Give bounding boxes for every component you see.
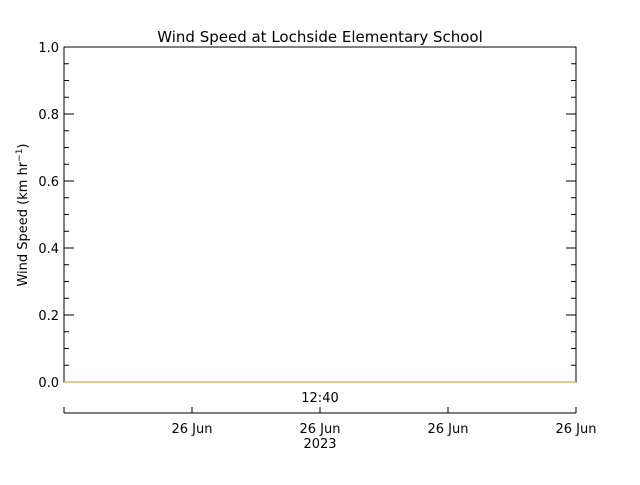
x-tick-label: 26 Jun — [172, 422, 213, 437]
y-tick-label: 0.6 — [38, 175, 59, 190]
y-tick-label: 0.8 — [38, 108, 59, 123]
y-axis-label: Wind Speed (km hr−1) — [15, 143, 31, 286]
chart-title: Wind Speed at Lochside Elementary School — [157, 28, 483, 46]
x-axis-year-label: 2023 — [303, 437, 336, 452]
y-tick-label: 0.2 — [38, 309, 59, 324]
x-axis-ticks — [63, 407, 577, 413]
x-axis-tick-labels: 26 Jun 26 Jun 26 Jun 26 Jun — [172, 422, 597, 437]
y-tick-label: 1.0 — [38, 41, 59, 56]
y-axis-label-main: Wind Speed (km hr — [16, 161, 31, 286]
y-axis-label-close: ) — [16, 143, 31, 148]
y-axis-label-superscript: −1 — [15, 149, 25, 162]
x-tick-label: 26 Jun — [556, 422, 597, 437]
y-axis-tick-labels: 0.0 0.2 0.4 0.6 0.8 1.0 — [38, 41, 59, 391]
y-tick-label: 0.4 — [38, 242, 59, 257]
x-tick-label: 26 Jun — [300, 422, 341, 437]
x-tick-label: 26 Jun — [428, 422, 469, 437]
x-axis-time-label: 12:40 — [301, 391, 338, 406]
y-axis-ticks — [64, 46, 576, 383]
y-tick-label: 0.0 — [38, 376, 59, 391]
plot-frame — [63, 46, 577, 383]
